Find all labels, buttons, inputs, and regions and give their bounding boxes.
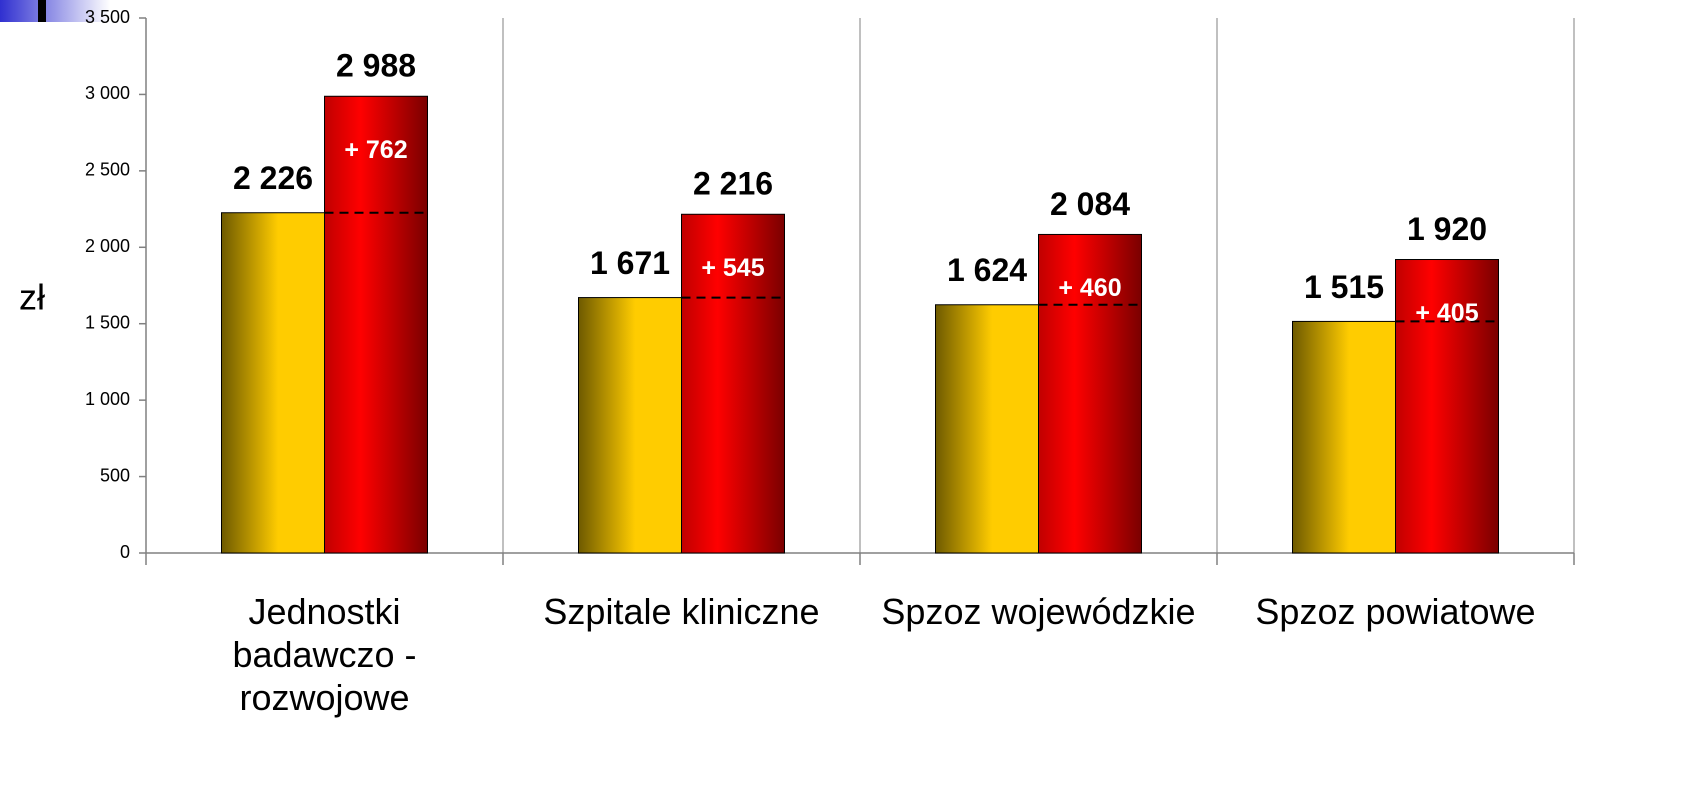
x-tick-label: Szpitale kliniczne bbox=[543, 591, 820, 632]
y-tick-label: 1 500 bbox=[85, 312, 130, 332]
difference-label: + 762 bbox=[344, 136, 407, 164]
x-tick-label: Spzoz wojewódzkie bbox=[881, 591, 1196, 632]
y-tick-label: 3 000 bbox=[85, 83, 130, 103]
data-label: 1 624 bbox=[947, 252, 1027, 288]
bar bbox=[935, 304, 1039, 554]
bar bbox=[681, 213, 785, 554]
corner-bar bbox=[38, 0, 46, 22]
y-tick-label: 2 500 bbox=[85, 160, 130, 180]
bar bbox=[1395, 259, 1499, 554]
bar bbox=[578, 297, 682, 554]
y-tick-label: 500 bbox=[100, 465, 130, 485]
data-label: 2 216 bbox=[693, 166, 773, 202]
y-tick-label: 0 bbox=[120, 542, 130, 562]
data-label: 2 226 bbox=[233, 160, 313, 196]
bar bbox=[1292, 320, 1396, 554]
difference-label: + 545 bbox=[701, 254, 764, 282]
data-label: 2 084 bbox=[1050, 186, 1130, 222]
y-axis-title: zł bbox=[19, 277, 45, 318]
y-tick-label: 2 000 bbox=[85, 236, 130, 256]
bar bbox=[221, 212, 325, 554]
x-tick-label: Spzoz powiatowe bbox=[1255, 591, 1536, 632]
y-tick-label: 3 500 bbox=[85, 7, 130, 27]
difference-label: + 405 bbox=[1415, 299, 1478, 327]
bar bbox=[324, 95, 428, 554]
corner-decoration bbox=[0, 0, 110, 22]
data-label: 1 920 bbox=[1407, 211, 1487, 247]
y-tick-label: 1 000 bbox=[85, 389, 130, 409]
difference-label: + 460 bbox=[1058, 274, 1121, 302]
x-tick-label: Jednostki badawczo - rozwojowe bbox=[232, 591, 417, 718]
data-label: 2 988 bbox=[336, 48, 416, 84]
data-label: 1 515 bbox=[1304, 269, 1384, 305]
data-label: 1 671 bbox=[590, 245, 670, 281]
bar bbox=[1038, 233, 1142, 554]
